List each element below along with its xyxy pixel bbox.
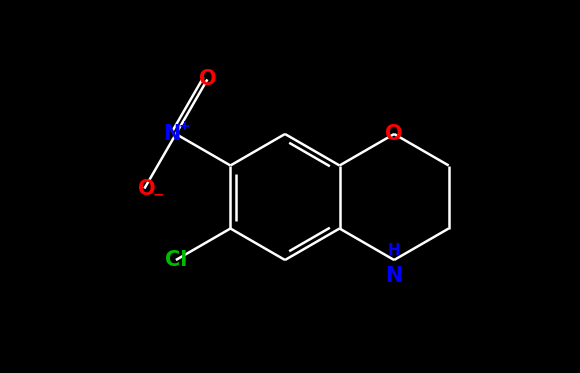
- Text: H: H: [388, 243, 401, 258]
- Text: N: N: [386, 266, 403, 286]
- Text: −: −: [153, 188, 164, 201]
- Text: O: O: [137, 179, 155, 198]
- Text: O: O: [198, 69, 216, 90]
- Text: Cl: Cl: [165, 250, 187, 270]
- Text: +: +: [178, 119, 190, 133]
- Text: N: N: [163, 124, 180, 144]
- Text: O: O: [385, 124, 403, 144]
